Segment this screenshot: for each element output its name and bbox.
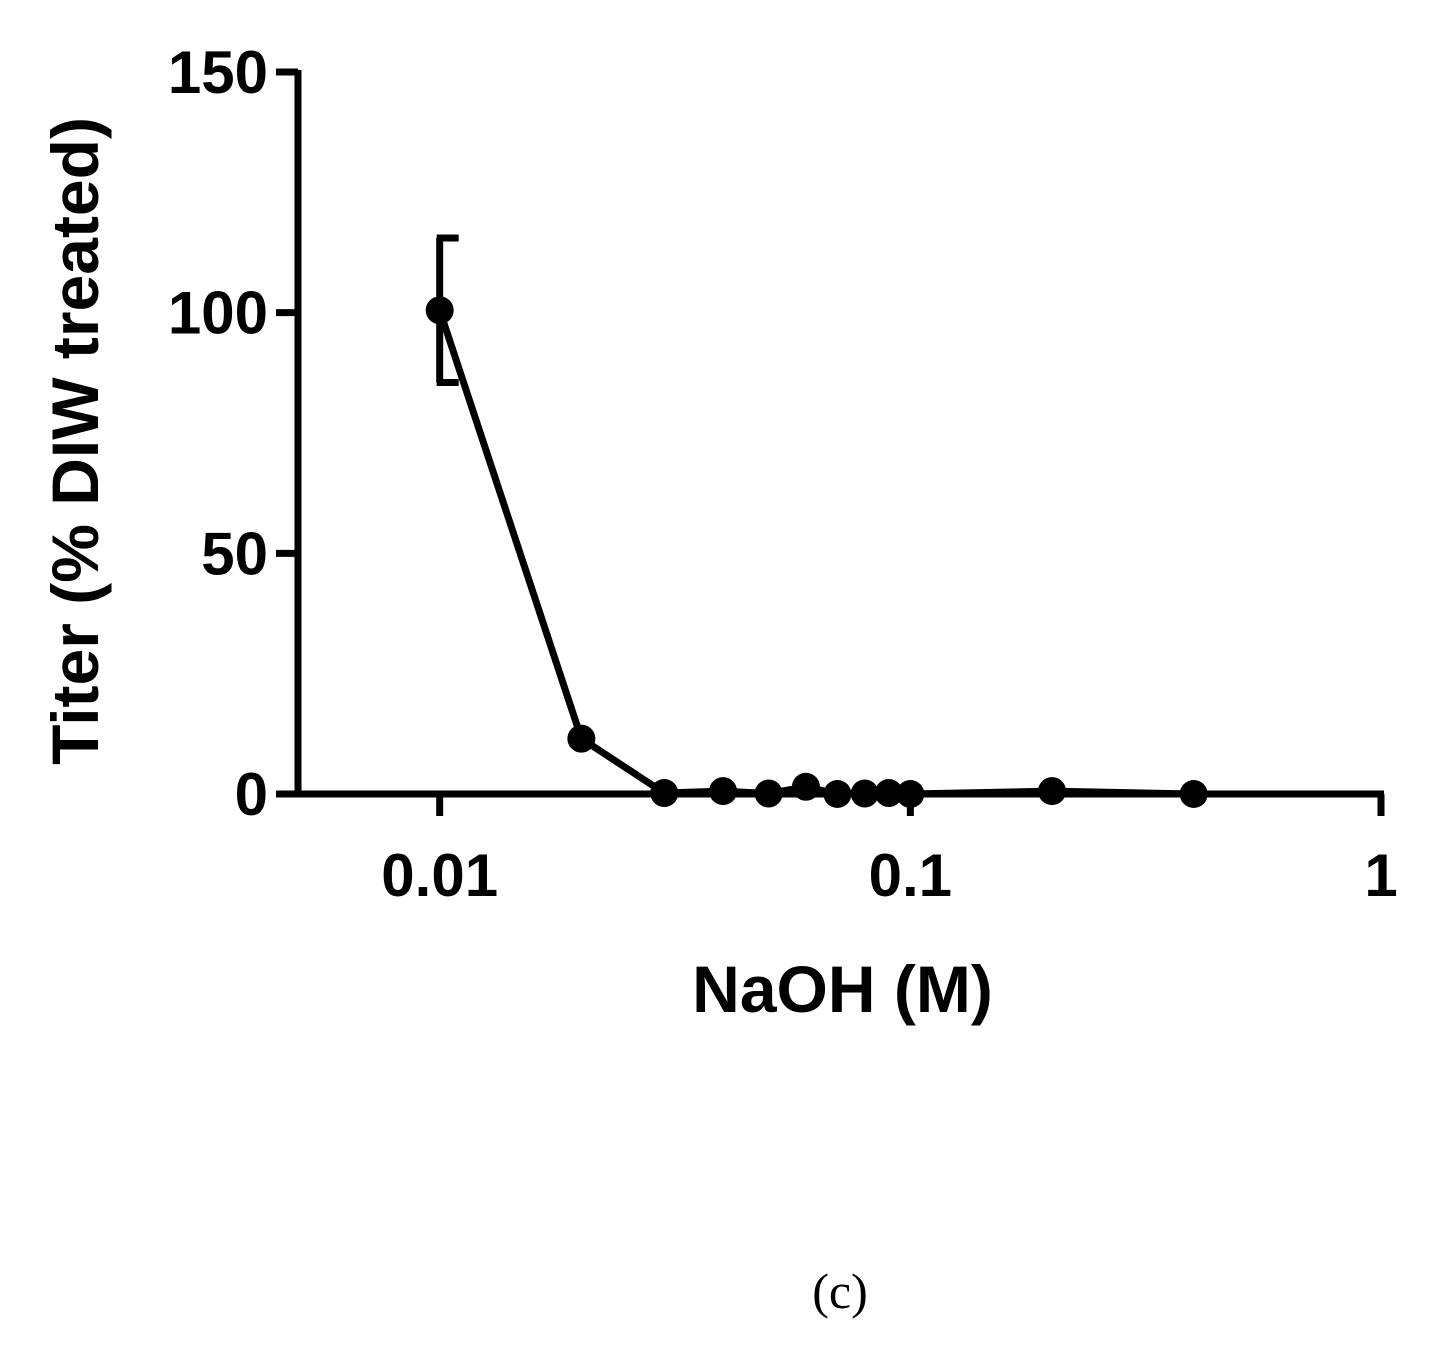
data-point xyxy=(1038,777,1067,806)
data-point xyxy=(425,296,454,325)
data-point xyxy=(709,777,738,806)
y-axis: 0 50 100 150 xyxy=(168,39,302,828)
panel-label: (c) xyxy=(812,1263,868,1319)
x-axis-title: NaOH (M) xyxy=(692,952,993,1026)
series-line xyxy=(436,309,1194,798)
y-axis-title: Titer (% DIW treated) xyxy=(38,117,112,765)
y-tick-label: 0 xyxy=(235,761,268,828)
data-point xyxy=(754,779,783,808)
x-tick-label: 0.1 xyxy=(869,842,952,909)
data-point xyxy=(874,779,903,808)
data-point xyxy=(850,779,879,808)
x-tick-label: 1 xyxy=(1364,842,1397,909)
data-point xyxy=(1179,780,1208,808)
x-axis: 0.01 0.1 1 xyxy=(276,790,1398,909)
y-tick-label: 50 xyxy=(201,520,268,587)
series-layer xyxy=(425,234,1208,808)
data-point xyxy=(791,772,820,801)
y-tick-label: 150 xyxy=(168,39,268,106)
data-point xyxy=(650,779,679,808)
data-point xyxy=(896,780,925,808)
x-tick-label: 0.01 xyxy=(381,842,498,909)
y-tick-label: 100 xyxy=(168,280,268,347)
data-point xyxy=(567,724,596,753)
data-point xyxy=(823,780,852,808)
